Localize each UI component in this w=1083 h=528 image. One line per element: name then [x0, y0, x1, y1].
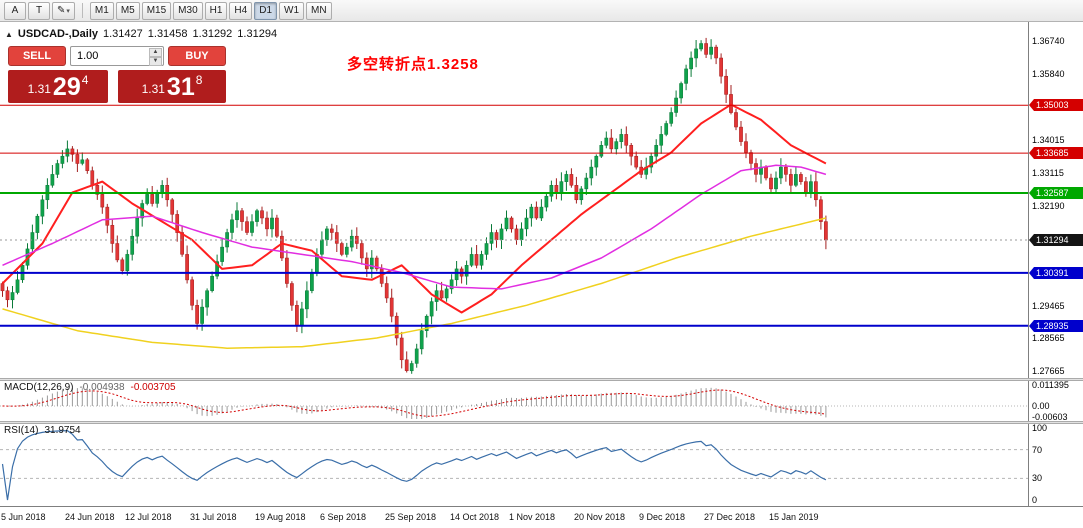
ohlc-open: 1.31427: [103, 28, 143, 40]
ask-price-prefix: 1.31: [141, 82, 165, 96]
time-axis[interactable]: 5 Jun 2018 24 Jun 2018 12 Jul 2018 31 Jul 2…: [0, 506, 1083, 528]
macd-histogram: [7, 387, 827, 419]
macd-label-row: MACD(12,26,9) -0.004938 -0.003705: [4, 382, 176, 393]
price-axis-label: 1.29465: [1032, 301, 1065, 311]
rsi-label-row: RSI(14) 31.9754: [4, 425, 81, 436]
date-label: 25 Sep 2018: [385, 512, 437, 522]
rsi-axis-label: 0: [1032, 495, 1038, 505]
macd-signal-line: [2, 389, 826, 417]
macd-axis-label: 0.011395: [1032, 380, 1069, 390]
chevron-down-icon: ▾: [66, 7, 70, 15]
ma-mid-magenta-line: [2, 164, 827, 290]
price-axis-label: 1.33115: [1032, 168, 1064, 178]
date-label: 19 Aug 2018: [255, 512, 306, 522]
toolbar: A T ✎ ▾ M1 M5 M15 M30 H1 H4 D1 W1 MN: [0, 0, 1083, 22]
macd-main-value: -0.004938: [79, 382, 125, 393]
ask-price-box[interactable]: 1.31 31 8: [118, 70, 226, 103]
date-label: 20 Nov 2018: [574, 512, 626, 522]
ask-price-pip: 8: [195, 73, 203, 87]
date-label: 15 Jan 2019: [769, 512, 819, 522]
timeframe-m1-button[interactable]: M1: [89, 1, 114, 20]
rsi-label: RSI(14): [4, 425, 39, 436]
timeframe-w1-button[interactable]: W1: [279, 1, 305, 20]
tick-direction-icon: ▲: [5, 29, 13, 39]
sell-button[interactable]: SELL: [8, 46, 66, 66]
price-axis-label: 1.32587: [1029, 187, 1083, 199]
bid-price-big: 29: [52, 73, 81, 101]
arrow-tool-button[interactable]: A: [4, 1, 26, 20]
timeframe-m15-button[interactable]: M15: [141, 1, 172, 20]
timeframe-mn-button[interactable]: MN: [306, 1, 332, 20]
rsi-line: [1, 429, 827, 501]
buy-button[interactable]: BUY: [168, 46, 226, 66]
date-label: 5 Jun 2018: [1, 512, 46, 522]
rsi-axis-label: 30: [1032, 473, 1043, 483]
rsi-value: 31.9754: [44, 425, 81, 436]
date-label: 24 Jun 2018: [65, 512, 115, 522]
symbol-title: USDCAD-,Daily: [17, 28, 98, 40]
price-axis-label: 1.36740: [1032, 36, 1065, 46]
panel-separator[interactable]: [0, 378, 1083, 381]
macd-chart-svg[interactable]: [0, 381, 1028, 421]
rsi-axis-label: 100: [1032, 423, 1048, 433]
timeframe-m30-button[interactable]: M30: [173, 1, 203, 20]
bid-price-box[interactable]: 1.31 29 4: [8, 70, 108, 103]
price-axis-label: 1.31294: [1029, 234, 1083, 246]
macd-signal-value: -0.003705: [130, 382, 176, 393]
date-label: 14 Oct 2018: [450, 512, 500, 522]
ma-fast-red-line: [1, 103, 827, 314]
ohlc-high: 1.31458: [147, 28, 188, 40]
chart-annotation[interactable]: 多空转折点1.3258: [347, 56, 479, 73]
rsi-chart-svg[interactable]: [0, 424, 1028, 506]
timeframe-m5-button[interactable]: M5: [115, 1, 140, 20]
price-axis-label: 1.28565: [1032, 333, 1065, 343]
macd-panel[interactable]: MACD(12,26,9) -0.004938 -0.003705: [0, 381, 1028, 421]
ma-slow-yellow-line: [2, 217, 827, 349]
price-axis-label: 1.35840: [1032, 69, 1065, 79]
ohlc-close: 1.31294: [237, 28, 278, 40]
price-axis-label: 1.33685: [1029, 147, 1083, 159]
rsi-panel[interactable]: RSI(14) 31.9754: [0, 424, 1028, 506]
price-axis-label: 1.30391: [1029, 267, 1083, 279]
date-label: 27 Dec 2018: [704, 512, 756, 522]
text-tool-button[interactable]: T: [28, 1, 50, 20]
ask-price-big: 31: [166, 73, 195, 101]
macd-axis-label: 0.00: [1032, 401, 1050, 411]
timeframe-d1-button[interactable]: D1: [254, 1, 278, 20]
macd-axis-label: -0.00603: [1032, 412, 1068, 422]
date-label: 1 Nov 2018: [509, 512, 556, 522]
macd-label: MACD(12,26,9): [4, 382, 74, 393]
volume-up-button[interactable]: ▲: [149, 48, 162, 57]
timeframes-group: M1 M5 M15 M30 H1 H4 D1 W1 MN: [89, 1, 332, 20]
timeframe-h1-button[interactable]: H1: [204, 1, 228, 20]
price-axis-label: 1.27665: [1032, 366, 1065, 376]
date-label: 12 Jul 2018: [125, 512, 172, 522]
price-axis-label: 1.34015: [1032, 135, 1065, 145]
price-axis[interactable]: 1.36740 1.35840 1.35003 1.34015 1.33685 1.331…: [1028, 22, 1083, 506]
volume-down-button[interactable]: ▼: [149, 57, 162, 66]
volume-spinner: ▲ ▼: [149, 48, 162, 66]
draw-tool-button[interactable]: ✎ ▾: [52, 1, 75, 20]
price-axis-label: 1.35003: [1029, 99, 1083, 111]
rsi-axis-label: 70: [1032, 445, 1043, 455]
panel-separator[interactable]: [0, 421, 1083, 424]
object-tools-group: A T ✎ ▾: [4, 1, 75, 20]
date-label: 31 Jul 2018: [190, 512, 237, 522]
volume-input[interactable]: [73, 48, 147, 64]
timeframe-h4-button[interactable]: H4: [229, 1, 253, 20]
date-label: 9 Dec 2018: [639, 512, 686, 522]
date-label: 6 Sep 2018: [320, 512, 367, 522]
chart-ohlc-header: ▲ USDCAD-,Daily 1.31427 1.31458 1.31292 …: [5, 28, 277, 40]
one-click-trading-panel: SELL ▲ ▼ BUY 1.31 29 4 1.31 31 8: [8, 46, 226, 126]
price-chart-svg[interactable]: [0, 22, 1028, 378]
ohlc-low: 1.31292: [192, 28, 233, 40]
volume-box: ▲ ▼: [70, 46, 164, 66]
price-axis-label: 1.32190: [1032, 201, 1065, 211]
toolbar-separator: [81, 3, 83, 18]
bid-price-prefix: 1.31: [27, 82, 51, 96]
price-axis-label: 1.28935: [1029, 320, 1083, 332]
bid-price-pip: 4: [81, 73, 89, 87]
chart-window: ▲ USDCAD-,Daily 1.31427 1.31458 1.31292 …: [0, 22, 1028, 378]
